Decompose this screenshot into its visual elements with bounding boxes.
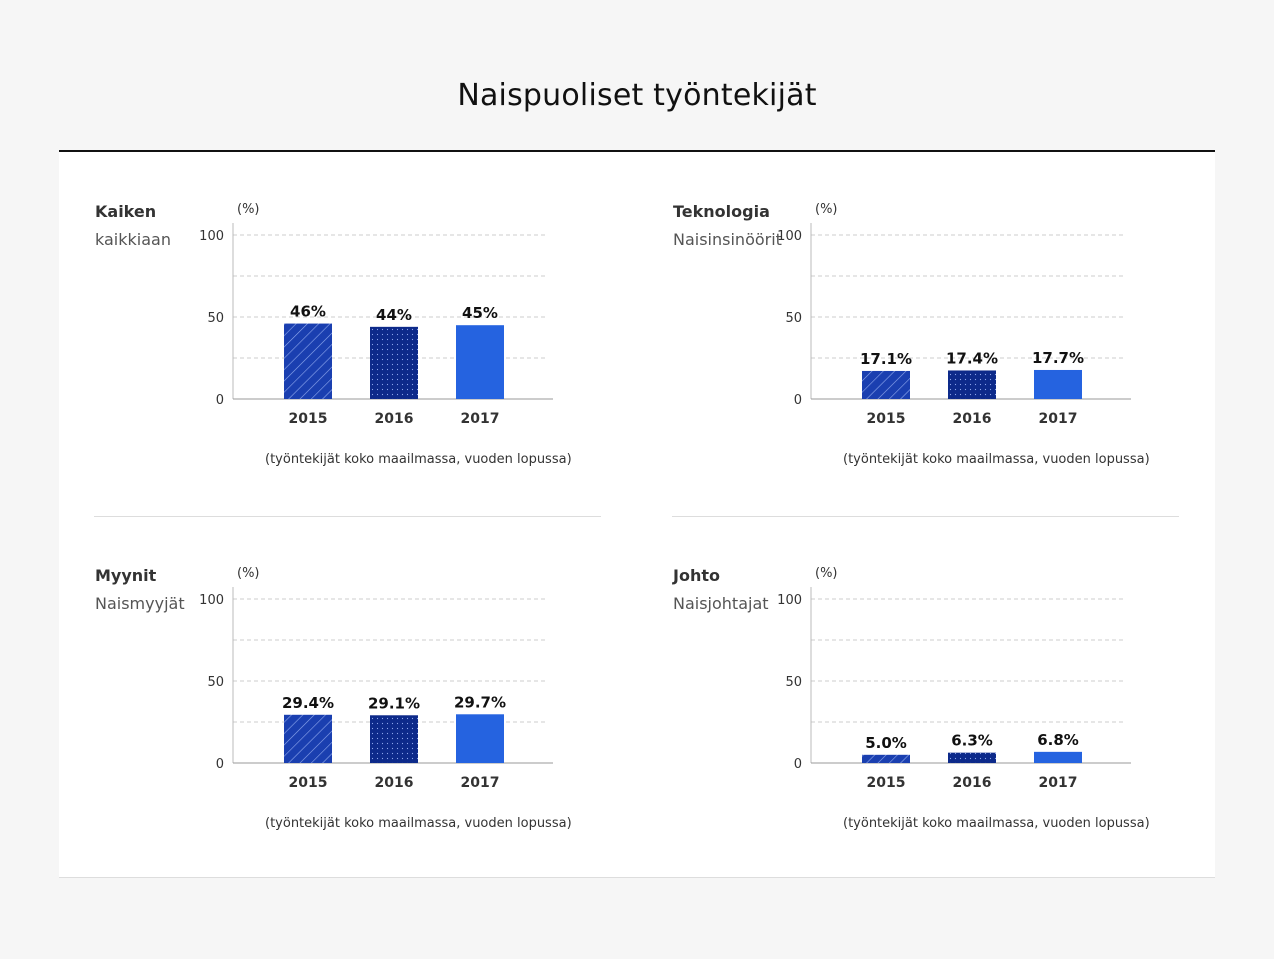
y-tick-label: 0 [794,393,802,408]
x-tick-label: 2015 [289,411,328,427]
x-tick-label: 2017 [461,775,500,791]
data-label: 44% [376,306,412,324]
chart-note: (työntekijät koko maailmassa, vuoden lop… [265,816,572,831]
y-axis-unit: (%) [815,202,838,217]
bar-2015 [862,370,910,399]
bar-2017 [456,325,504,399]
chart-category-subtitle: kaikkiaan [95,230,171,249]
x-tick-label: 2016 [375,775,414,791]
bar-chart-sales: 0 50 100 29.4% 2015 29.1% 2016 29.7% 2017 [199,587,553,791]
bar-2016 [948,752,996,763]
x-tick-label: 2017 [1039,775,1078,791]
data-label: 29.7% [454,693,506,711]
data-label: 17.1% [860,350,912,368]
chart-category-subtitle: Naismyyjät [95,594,185,613]
chart-category-title: Kaiken [95,202,157,221]
data-label: 17.7% [1032,349,1084,367]
page-title: Naispuoliset työntekijät [457,78,817,113]
y-axis-unit: (%) [815,566,838,581]
data-label: 5.0% [865,734,907,752]
bar-2015 [284,323,332,399]
y-tick-label: 50 [207,311,224,326]
y-tick-label: 0 [216,757,224,772]
divider-left [94,516,601,517]
chart-block-total: Kaiken kaikkiaan (%) 0 50 100 46% 2015 44% 201… [95,202,615,502]
bar-2016 [370,715,418,763]
x-tick-label: 2016 [953,411,992,427]
chart-category-title: Teknologia [673,202,770,221]
bar-2015 [862,754,910,763]
bar-2015 [284,714,332,763]
chart-category-subtitle: Naisjohtajat [673,594,769,613]
bar-2017 [1034,369,1082,399]
chart-panel: Kaiken kaikkiaan (%) 0 50 100 46% 2015 44% 201… [59,150,1215,878]
y-axis-unit: (%) [237,202,260,217]
chart-block-sales: Myynit Naismyyjät (%) 0 50 100 29.4% 2015 29.… [95,566,615,866]
bar-chart-total: 0 50 100 46% 2015 44% 2016 45% 2017 [199,223,553,427]
x-tick-label: 2015 [289,775,328,791]
data-label: 46% [290,303,326,321]
x-tick-label: 2017 [461,411,500,427]
bar-chart-management: 0 50 100 5.0% 2015 6.3% 2016 6.8% 2017 [777,587,1131,791]
data-label: 6.8% [1037,731,1079,749]
y-tick-label: 50 [785,311,802,326]
data-label: 29.1% [368,694,420,712]
data-label: 45% [462,304,498,322]
bar-2016 [948,370,996,399]
data-label: 17.4% [946,349,998,367]
x-tick-label: 2015 [867,411,906,427]
data-label: 6.3% [951,732,993,750]
chart-category-subtitle: Naisinsinöörit [673,230,782,249]
y-tick-label: 100 [777,229,802,244]
chart-note: (työntekijät koko maailmassa, vuoden lop… [265,452,572,467]
y-tick-label: 100 [777,593,802,608]
chart-block-technology: Teknologia Naisinsinöörit (%) 0 50 100 17.1… [673,202,1193,502]
x-tick-label: 2017 [1039,411,1078,427]
x-tick-label: 2016 [953,775,992,791]
chart-block-management: Johto Naisjohtajat (%) 0 50 100 5.0% 2015 6.3… [673,566,1193,866]
bar-2016 [370,326,418,399]
y-axis-unit: (%) [237,566,260,581]
chart-note: (työntekijät koko maailmassa, vuoden lop… [843,816,1150,831]
bar-chart-technology: 0 50 100 17.1% 2015 17.4% 2016 17.7% 2017 [777,223,1131,427]
chart-category-title: Myynit [95,566,157,585]
y-tick-label: 50 [785,675,802,690]
x-tick-label: 2015 [867,775,906,791]
chart-note: (työntekijät koko maailmassa, vuoden lop… [843,452,1150,467]
data-label: 29.4% [282,694,334,712]
y-tick-label: 100 [199,229,224,244]
y-tick-label: 100 [199,593,224,608]
y-tick-label: 0 [216,393,224,408]
divider-right [672,516,1179,517]
bar-2017 [456,714,504,763]
y-tick-label: 0 [794,757,802,772]
y-tick-label: 50 [207,675,224,690]
x-tick-label: 2016 [375,411,414,427]
chart-category-title: Johto [673,566,720,585]
bar-2017 [1034,751,1082,763]
